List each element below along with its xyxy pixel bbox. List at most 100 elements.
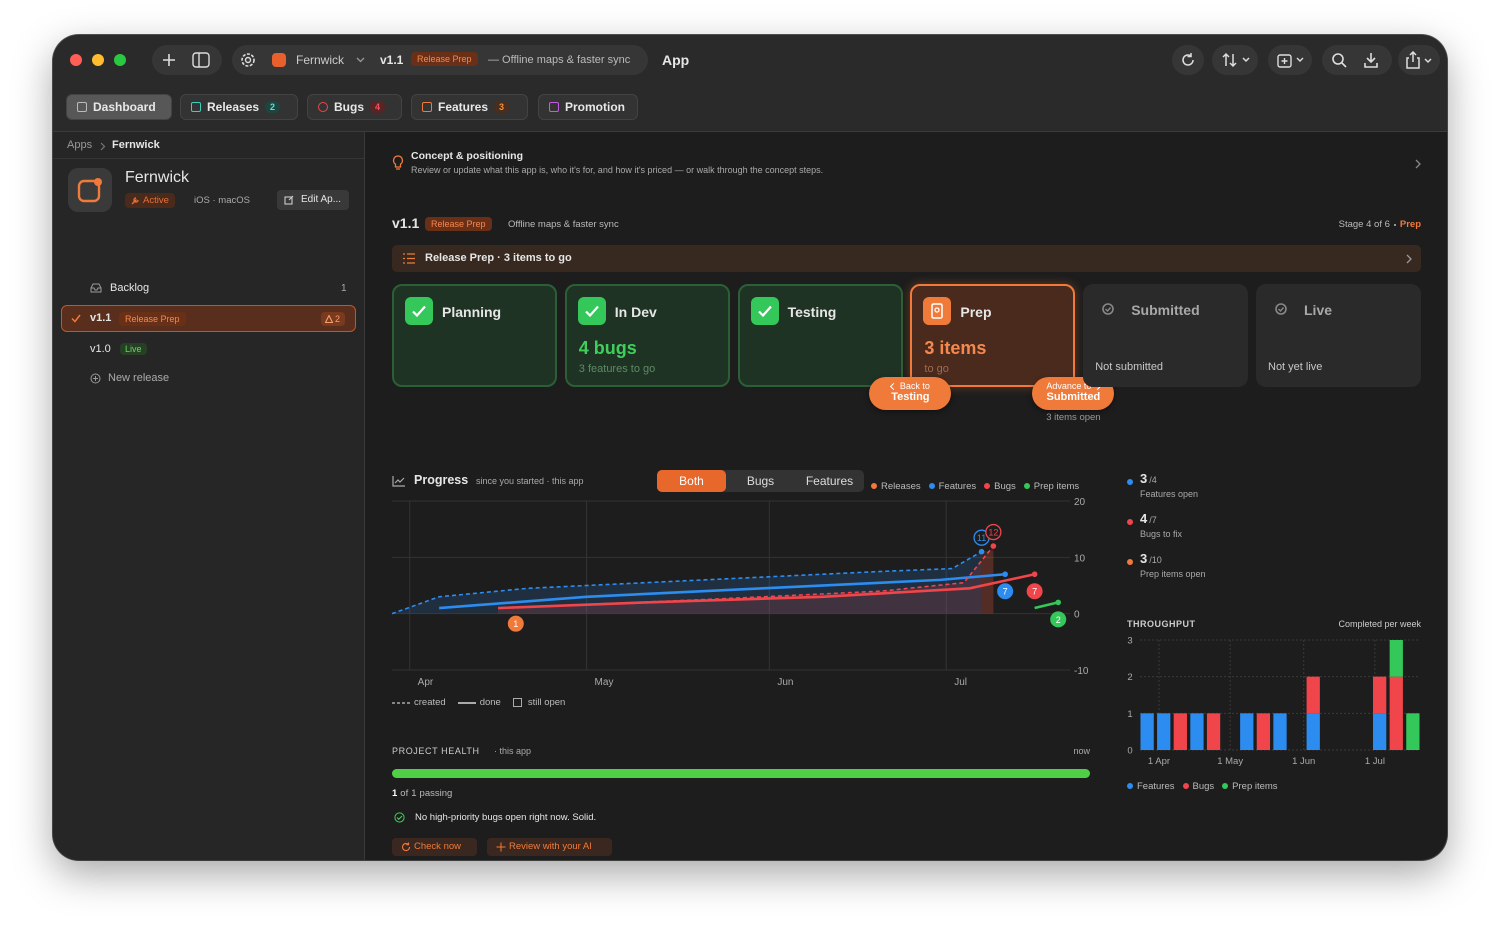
x-tick-label: 1 Jun (1292, 756, 1315, 767)
minimize-button[interactable] (92, 54, 104, 66)
sidebar-item[interactable]: v1.0 (90, 343, 111, 355)
end-badge (1050, 611, 1067, 628)
y-tick-label: -10 (1074, 666, 1089, 677)
backlog-icon (90, 283, 102, 293)
bar (1389, 640, 1403, 677)
release-version: v1.1 (392, 215, 420, 231)
tab[interactable]: Promotion (538, 94, 638, 120)
chevron (356, 57, 365, 63)
edit-icon (284, 195, 294, 205)
sidebar-item[interactable]: Backlog (110, 282, 150, 294)
sidebar-item[interactable]: New release (108, 372, 170, 384)
stage-icon (923, 297, 952, 325)
search-icons[interactable] (1331, 52, 1387, 68)
tab[interactable]: Releases 2 (180, 94, 298, 120)
stage-label: Stage 4 of 6 (1338, 219, 1390, 230)
stage-card[interactable]: Submitted Not submitted (1083, 284, 1249, 387)
created-line (391, 551, 982, 615)
button-note: 3 items open (1046, 412, 1101, 423)
release-badge: Release Prep (425, 217, 492, 231)
tab-label: Features (438, 100, 489, 114)
end-badge (985, 523, 1002, 541)
end-label: 7 (1003, 587, 1008, 597)
legend-item: Features (1127, 781, 1175, 792)
stage-name: Planning (442, 304, 502, 320)
toggle[interactable]: Bugs (746, 474, 775, 488)
banner-text: Release Prep · 3 items to go (425, 252, 572, 264)
stage-card[interactable]: Planning (392, 284, 557, 387)
toggle[interactable]: Features (805, 474, 854, 488)
legend-dot (871, 483, 877, 489)
sidebar-icon[interactable] (192, 52, 210, 68)
legend-text: still open (527, 697, 566, 708)
concept-title[interactable]: Concept & positioning (411, 150, 523, 162)
sparkle-icon (496, 842, 506, 852)
refresh-button[interactable] (1172, 45, 1204, 75)
bar (1406, 713, 1420, 750)
stage-name: Submitted (1131, 302, 1200, 318)
legend-label: Bugs (994, 480, 1016, 492)
toggle[interactable]: Both (657, 470, 726, 492)
tab-label: Dashboard (93, 100, 156, 114)
y-tick-label: 0 (1074, 610, 1080, 621)
sidebar: Apps Fernwick Fernwick Active iOS · macO… (53, 132, 365, 860)
tab[interactable]: Bugs 4 (307, 94, 402, 120)
back-button[interactable]: Back to Testing (869, 377, 952, 410)
stage-card[interactable]: Prep 3 items to go (910, 284, 1076, 387)
zoom-button[interactable] (114, 54, 126, 66)
settings-icon[interactable] (239, 51, 257, 69)
tab[interactable]: Dashboard (66, 94, 172, 120)
stage-name: Prep (960, 304, 992, 320)
end-label: 2 (1056, 615, 1061, 625)
stage-card[interactable]: Testing (737, 284, 903, 387)
bar (1256, 713, 1271, 750)
separator-dot (1393, 223, 1396, 226)
list-icon (403, 253, 415, 264)
health-bar (392, 769, 1090, 778)
legend-item: Features (928, 481, 976, 492)
stage-name: Testing (787, 304, 837, 320)
review-button[interactable]: Review with your AI (487, 838, 612, 856)
stage-card[interactable]: In Dev 4 bugs 3 features to go (564, 284, 730, 387)
chevron (1406, 254, 1412, 264)
stage-indicator: Stage 4 of 6 Prep (1339, 219, 1421, 230)
stat-value: 3/4 (1140, 471, 1157, 486)
health-scope: · this app (494, 746, 532, 756)
value: 3 (1140, 551, 1148, 566)
chevron[interactable] (1415, 159, 1421, 169)
check-button[interactable]: Check now (392, 838, 477, 856)
release-title: Offline maps & faster sync (508, 219, 619, 230)
share-button[interactable] (1398, 45, 1440, 75)
tab-icon (422, 102, 432, 112)
breadcrumb-current: Fernwick (112, 139, 160, 151)
close-button[interactable] (70, 54, 82, 66)
sidebar-item[interactable]: v1.1 (90, 312, 112, 324)
app-name[interactable]: Fernwick (296, 53, 345, 67)
now-band (981, 551, 994, 614)
button-target: Testing (891, 391, 930, 403)
x-tick-label: 1 Apr (1148, 756, 1170, 767)
total: /10 (1149, 555, 1162, 565)
breadcrumb-link[interactable]: Apps (67, 139, 93, 151)
stat-value: 4/7 (1140, 511, 1157, 526)
stage-detail: 3 features to go (578, 363, 656, 375)
legend-dot (928, 483, 935, 489)
health-title: PROJECT HEALTH (392, 746, 480, 756)
health-time: now (1073, 746, 1090, 756)
stage-card[interactable]: Live Not yet live (1256, 284, 1421, 387)
button-label: Advance to (1046, 381, 1092, 391)
stage-banner[interactable]: Release Prep · 3 items to go (392, 245, 1421, 272)
tab-count: 4 (370, 101, 386, 113)
tab-icon (191, 102, 201, 112)
selected-item[interactable] (61, 305, 356, 332)
add-icon[interactable] (162, 53, 176, 67)
legend-dot (1222, 783, 1229, 789)
sort-button[interactable] (1212, 45, 1258, 75)
add-item-button[interactable] (1268, 45, 1312, 75)
edit-button[interactable]: Edit Ap... (277, 190, 349, 210)
app-title: Fernwick (125, 169, 190, 186)
release-title: — Offline maps & faster sync (488, 54, 631, 66)
tab-label: Bugs (334, 100, 364, 114)
bar (1140, 713, 1154, 750)
tab[interactable]: Features 3 (411, 94, 528, 120)
